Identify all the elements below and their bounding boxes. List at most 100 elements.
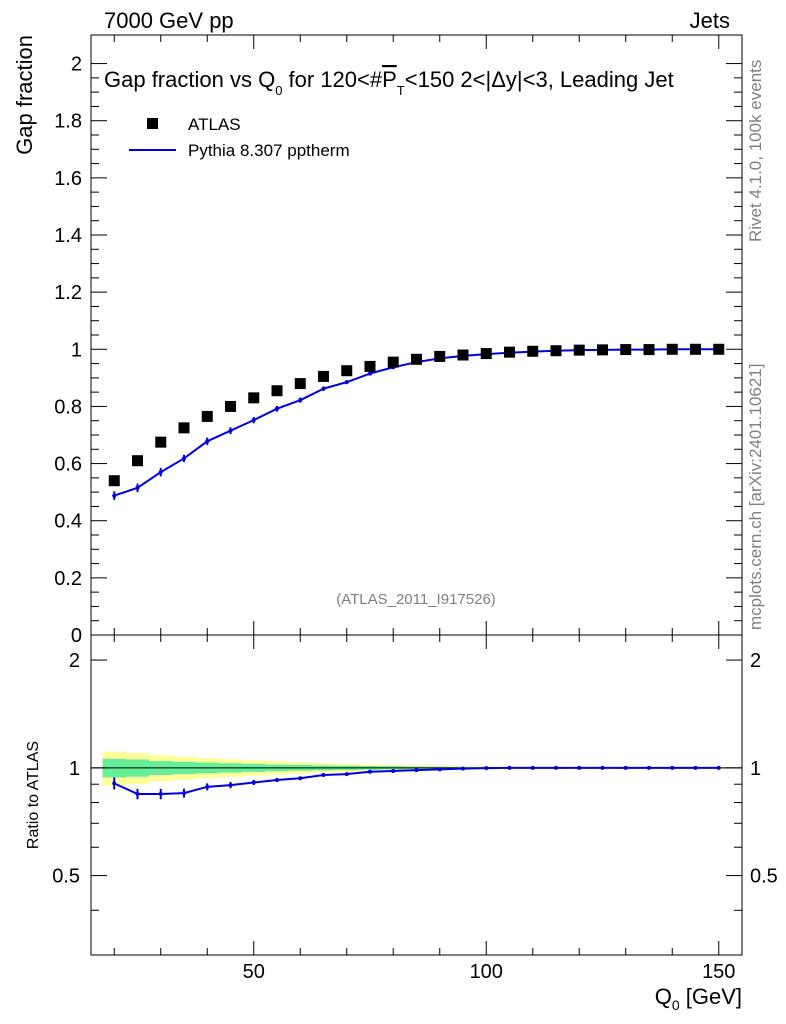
pythia-line bbox=[113, 348, 719, 497]
atlas-marker bbox=[504, 346, 515, 358]
ratio-point bbox=[530, 765, 535, 770]
pythia-point bbox=[344, 380, 349, 385]
pythia-point bbox=[321, 386, 326, 391]
ratio-point bbox=[437, 767, 442, 772]
atlas-marker bbox=[201, 410, 213, 422]
ratio-point bbox=[344, 772, 349, 777]
legend-pythia-label: Pythia 8.307 pptherm bbox=[188, 141, 350, 160]
ratio-point bbox=[368, 769, 372, 774]
atlas-marker bbox=[271, 385, 283, 397]
pythia-point bbox=[298, 398, 303, 403]
pythia-point bbox=[158, 470, 163, 475]
atlas-marker bbox=[155, 436, 167, 448]
ratio-point bbox=[135, 792, 140, 797]
pythia-point bbox=[251, 418, 256, 423]
atlas-marker bbox=[318, 370, 329, 382]
atlas-marker bbox=[713, 343, 725, 355]
x-tick-label: 100 bbox=[470, 961, 503, 983]
y-tick-label: 0.8 bbox=[54, 396, 82, 418]
ratio-point bbox=[461, 766, 465, 771]
y-tick-label: 0.6 bbox=[54, 454, 82, 476]
x-tick-label: 150 bbox=[702, 961, 735, 983]
analysis-label: (ATLAS_2011_I917526) bbox=[336, 591, 496, 608]
pythia-point bbox=[228, 428, 233, 433]
atlas-marker bbox=[666, 343, 678, 355]
ratio-point bbox=[600, 765, 605, 770]
atlas-marker bbox=[620, 344, 632, 356]
atlas-marker bbox=[457, 349, 469, 361]
ratio-point bbox=[693, 765, 698, 770]
energy-label: 7000 GeV pp bbox=[104, 8, 234, 33]
atlas-marker bbox=[690, 343, 701, 355]
y-tick-label: 1.8 bbox=[54, 111, 82, 133]
atlas-marker bbox=[294, 378, 306, 390]
ratio-point bbox=[391, 768, 396, 773]
atlas-marker bbox=[643, 344, 655, 356]
atlas-marker bbox=[411, 353, 422, 365]
ratio-point bbox=[158, 792, 163, 797]
source-label: mcplots.cern.ch [arXiv:2401.10621] bbox=[746, 364, 765, 630]
ratio-point bbox=[554, 765, 558, 770]
ratio-point bbox=[228, 783, 233, 788]
atlas-marker bbox=[178, 422, 190, 434]
y-tick-label: 0.4 bbox=[54, 511, 82, 533]
ratio-point bbox=[251, 780, 256, 785]
pythia-point bbox=[112, 493, 117, 498]
ratio-point bbox=[670, 765, 675, 770]
ratio-point bbox=[507, 765, 512, 770]
legend-atlas-label: ATLAS bbox=[188, 115, 241, 134]
y-tick-label: 1.2 bbox=[54, 282, 82, 304]
ratio-point bbox=[298, 776, 303, 781]
atlas-marker bbox=[550, 345, 562, 357]
atlas-marker bbox=[108, 475, 120, 487]
y-tick-label: 0 bbox=[71, 625, 82, 647]
ratio-point bbox=[112, 781, 117, 786]
pythia-point bbox=[205, 439, 210, 444]
pythia-point bbox=[275, 406, 279, 411]
y-tick-label: 1.6 bbox=[54, 168, 82, 190]
y-tick-label: 0.2 bbox=[54, 568, 82, 590]
ratio-tick-label-left: 2 bbox=[69, 650, 80, 672]
atlas-marker bbox=[597, 344, 608, 356]
ratio-point bbox=[321, 772, 326, 777]
ratio-frame bbox=[90, 634, 743, 956]
y-axis-title: Gap fraction bbox=[12, 35, 37, 155]
y-tick-label: 1 bbox=[71, 339, 82, 361]
ratio-point bbox=[414, 768, 419, 773]
ratio-tick-label-left: 1 bbox=[69, 758, 80, 780]
category-label: Jets bbox=[690, 8, 730, 33]
rivet-label: Rivet 4.1.0, 100k events bbox=[746, 60, 765, 242]
ratio-point bbox=[275, 777, 279, 782]
x-axis-title: Q0 [GeV] bbox=[655, 984, 742, 1013]
atlas-marker bbox=[573, 344, 585, 356]
ratio-axis-title: Ratio to ATLAS bbox=[25, 741, 42, 849]
x-tick-label: 50 bbox=[243, 961, 265, 983]
atlas-marker bbox=[387, 356, 399, 368]
pythia-point bbox=[135, 485, 140, 490]
y-tick-label: 1.4 bbox=[54, 225, 82, 247]
ratio-point bbox=[205, 784, 210, 789]
ratio-tick-label-right: 1 bbox=[750, 758, 761, 780]
y-tick-label: 2 bbox=[71, 54, 82, 76]
ratio-point bbox=[647, 765, 651, 770]
ratio-tick-label-right: 2 bbox=[750, 650, 761, 672]
ratio-point bbox=[182, 791, 186, 796]
atlas-marker bbox=[248, 392, 260, 404]
atlas-marker bbox=[480, 348, 492, 360]
atlas-marker bbox=[132, 455, 143, 467]
ratio-point bbox=[716, 765, 721, 770]
ratio-point bbox=[577, 765, 582, 770]
ratio-tick-label-left: 0.5 bbox=[52, 866, 80, 888]
legend-atlas-marker bbox=[147, 118, 158, 129]
chart-title: Gap fraction vs Q0 for 120<#PT<150 2<|Δy… bbox=[104, 67, 674, 98]
ratio-tick-label-right: 0.5 bbox=[750, 866, 778, 888]
atlas-marker bbox=[341, 365, 353, 377]
pythia-point bbox=[182, 456, 186, 461]
atlas-marker bbox=[225, 400, 236, 412]
pythia-point bbox=[368, 371, 372, 376]
ratio-point bbox=[484, 766, 489, 771]
atlas-marker bbox=[527, 345, 539, 357]
ratio-point bbox=[623, 765, 628, 770]
atlas-marker bbox=[364, 360, 376, 372]
